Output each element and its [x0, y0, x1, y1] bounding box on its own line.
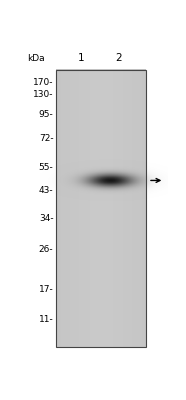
- Text: kDa: kDa: [27, 54, 45, 63]
- Text: 130-: 130-: [33, 90, 54, 99]
- Text: 95-: 95-: [39, 110, 54, 119]
- Text: 170-: 170-: [33, 78, 54, 87]
- Text: 1: 1: [78, 53, 84, 63]
- Text: 17-: 17-: [39, 285, 54, 294]
- Text: 55-: 55-: [39, 163, 54, 172]
- Text: 72-: 72-: [39, 134, 54, 143]
- Text: 34-: 34-: [39, 214, 54, 224]
- Text: 11-: 11-: [39, 314, 54, 324]
- Text: 43-: 43-: [39, 186, 54, 195]
- Text: 2: 2: [116, 53, 122, 63]
- Text: 26-: 26-: [39, 245, 54, 254]
- Bar: [56, 70, 146, 347]
